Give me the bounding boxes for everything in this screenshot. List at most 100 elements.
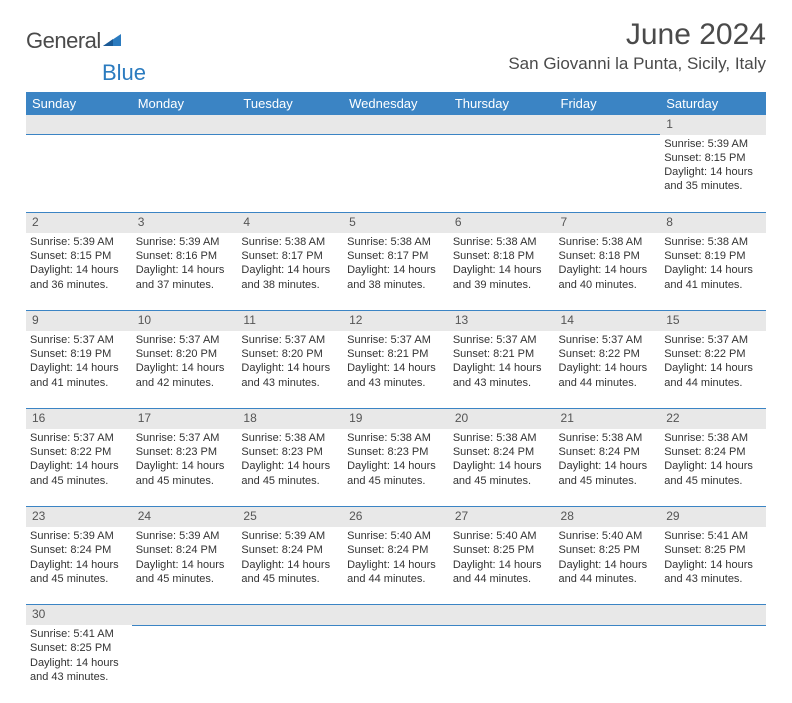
sunrise-text: Sunrise: 5:38 AM [241, 235, 339, 249]
day-number: 27 [449, 507, 555, 527]
day2-text: and 45 minutes. [559, 474, 657, 488]
sunset-text: Sunset: 8:24 PM [664, 445, 762, 459]
calendar-table: Sunday Monday Tuesday Wednesday Thursday… [26, 92, 766, 703]
day1-text: Daylight: 14 hours [559, 263, 657, 277]
sunrise-text: Sunrise: 5:39 AM [136, 529, 234, 543]
day1-text: Daylight: 14 hours [664, 558, 762, 572]
day1-text: Daylight: 14 hours [347, 361, 445, 375]
day1-text: Daylight: 14 hours [453, 361, 551, 375]
calendar-day-cell: Sunrise: 5:41 AMSunset: 8:25 PMDaylight:… [660, 527, 766, 605]
day-number: 16 [26, 409, 132, 429]
calendar-day-cell: Sunrise: 5:39 AMSunset: 8:15 PMDaylight:… [26, 233, 132, 311]
weekday-header: Monday [132, 92, 238, 115]
calendar-day-cell: Sunrise: 5:40 AMSunset: 8:25 PMDaylight:… [449, 527, 555, 605]
day1-text: Daylight: 14 hours [30, 459, 128, 473]
day-number: 20 [449, 409, 555, 429]
calendar-week-row: Sunrise: 5:39 AMSunset: 8:15 PMDaylight:… [26, 233, 766, 311]
sunrise-text: Sunrise: 5:37 AM [453, 333, 551, 347]
calendar-day-cell: Sunrise: 5:39 AMSunset: 8:15 PMDaylight:… [660, 135, 766, 213]
day2-text: and 44 minutes. [559, 572, 657, 586]
weekday-header: Friday [555, 92, 661, 115]
calendar-day-cell: Sunrise: 5:37 AMSunset: 8:19 PMDaylight:… [26, 331, 132, 409]
weekday-header: Sunday [26, 92, 132, 115]
calendar-day-cell: Sunrise: 5:37 AMSunset: 8:21 PMDaylight:… [343, 331, 449, 409]
weekday-header-row: Sunday Monday Tuesday Wednesday Thursday… [26, 92, 766, 115]
day1-text: Daylight: 14 hours [30, 558, 128, 572]
day-number: 22 [660, 409, 766, 429]
day1-text: Daylight: 14 hours [347, 263, 445, 277]
calendar-day-cell [555, 135, 661, 213]
day-number-row: 16171819202122 [26, 409, 766, 429]
calendar-day-cell: Sunrise: 5:40 AMSunset: 8:24 PMDaylight:… [343, 527, 449, 605]
day1-text: Daylight: 14 hours [559, 558, 657, 572]
day1-text: Daylight: 14 hours [664, 263, 762, 277]
day-number [449, 605, 555, 625]
day-number: 14 [555, 311, 661, 331]
sunrise-text: Sunrise: 5:37 AM [664, 333, 762, 347]
calendar-day-cell: Sunrise: 5:38 AMSunset: 8:24 PMDaylight:… [660, 429, 766, 507]
calendar-day-cell: Sunrise: 5:38 AMSunset: 8:17 PMDaylight:… [237, 233, 343, 311]
sunrise-text: Sunrise: 5:38 AM [241, 431, 339, 445]
sunrise-text: Sunrise: 5:39 AM [136, 235, 234, 249]
day-number: 8 [660, 213, 766, 233]
sunrise-text: Sunrise: 5:37 AM [241, 333, 339, 347]
weekday-header: Wednesday [343, 92, 449, 115]
sunrise-text: Sunrise: 5:39 AM [241, 529, 339, 543]
calendar-week-row: Sunrise: 5:37 AMSunset: 8:19 PMDaylight:… [26, 331, 766, 409]
sunset-text: Sunset: 8:24 PM [453, 445, 551, 459]
calendar-day-cell: Sunrise: 5:41 AMSunset: 8:25 PMDaylight:… [26, 625, 132, 703]
day-number: 3 [132, 213, 238, 233]
day1-text: Daylight: 14 hours [30, 263, 128, 277]
sunrise-text: Sunrise: 5:38 AM [453, 431, 551, 445]
day1-text: Daylight: 14 hours [664, 165, 762, 179]
day2-text: and 43 minutes. [453, 376, 551, 390]
day-number-row: 9101112131415 [26, 311, 766, 331]
day2-text: and 40 minutes. [559, 278, 657, 292]
sunset-text: Sunset: 8:19 PM [664, 249, 762, 263]
sunrise-text: Sunrise: 5:37 AM [136, 431, 234, 445]
day1-text: Daylight: 14 hours [30, 361, 128, 375]
sunset-text: Sunset: 8:15 PM [664, 151, 762, 165]
sunrise-text: Sunrise: 5:38 AM [559, 235, 657, 249]
day-number [555, 605, 661, 625]
sunset-text: Sunset: 8:25 PM [30, 641, 128, 655]
sunset-text: Sunset: 8:22 PM [559, 347, 657, 361]
day2-text: and 45 minutes. [136, 572, 234, 586]
day2-text: and 45 minutes. [453, 474, 551, 488]
sunrise-text: Sunrise: 5:39 AM [30, 529, 128, 543]
calendar-day-cell: Sunrise: 5:37 AMSunset: 8:21 PMDaylight:… [449, 331, 555, 409]
sunset-text: Sunset: 8:24 PM [136, 543, 234, 557]
sunset-text: Sunset: 8:24 PM [241, 543, 339, 557]
day-number: 13 [449, 311, 555, 331]
sunset-text: Sunset: 8:18 PM [453, 249, 551, 263]
logo-flag-icon [103, 32, 125, 53]
weekday-header: Tuesday [237, 92, 343, 115]
day2-text: and 44 minutes. [664, 376, 762, 390]
calendar-day-cell: Sunrise: 5:38 AMSunset: 8:18 PMDaylight:… [449, 233, 555, 311]
sunset-text: Sunset: 8:22 PM [664, 347, 762, 361]
day-number: 21 [555, 409, 661, 429]
sunset-text: Sunset: 8:24 PM [30, 543, 128, 557]
calendar-day-cell: Sunrise: 5:39 AMSunset: 8:24 PMDaylight:… [26, 527, 132, 605]
day-number [237, 605, 343, 625]
sunset-text: Sunset: 8:15 PM [30, 249, 128, 263]
sunrise-text: Sunrise: 5:37 AM [136, 333, 234, 347]
day-number: 11 [237, 311, 343, 331]
sunrise-text: Sunrise: 5:37 AM [559, 333, 657, 347]
day-number: 12 [343, 311, 449, 331]
calendar-body: 1Sunrise: 5:39 AMSunset: 8:15 PMDaylight… [26, 115, 766, 703]
calendar-day-cell [237, 625, 343, 703]
day-number: 2 [26, 213, 132, 233]
sunset-text: Sunset: 8:22 PM [30, 445, 128, 459]
calendar-day-cell: Sunrise: 5:38 AMSunset: 8:23 PMDaylight:… [237, 429, 343, 507]
calendar-day-cell: Sunrise: 5:37 AMSunset: 8:22 PMDaylight:… [660, 331, 766, 409]
day2-text: and 44 minutes. [453, 572, 551, 586]
sunset-text: Sunset: 8:24 PM [347, 543, 445, 557]
day-number [132, 605, 238, 625]
sunset-text: Sunset: 8:21 PM [453, 347, 551, 361]
sunrise-text: Sunrise: 5:37 AM [30, 333, 128, 347]
day-number-row: 2345678 [26, 213, 766, 233]
calendar-week-row: Sunrise: 5:39 AMSunset: 8:24 PMDaylight:… [26, 527, 766, 605]
day-number: 24 [132, 507, 238, 527]
sunrise-text: Sunrise: 5:38 AM [453, 235, 551, 249]
